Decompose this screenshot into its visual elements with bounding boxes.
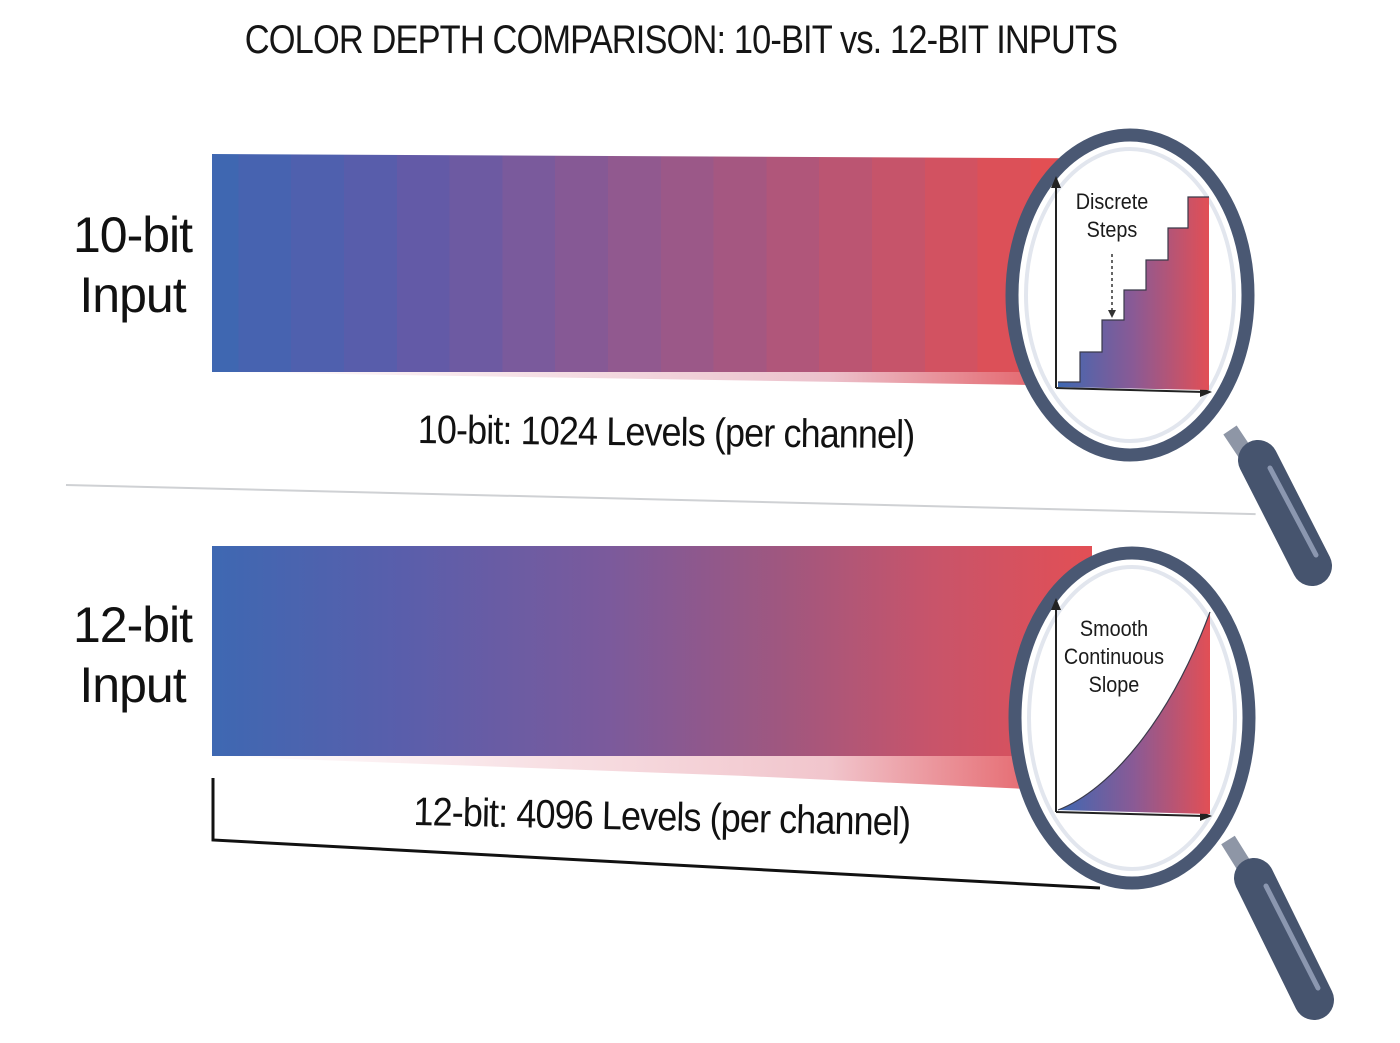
magnifier-icon-12bit: [1008, 546, 1334, 1020]
lens-label-12bit-line1: Smooth: [1079, 616, 1149, 641]
lens-label-12bit-line3: Slope: [1088, 672, 1140, 697]
lens-label-10bit-line1: Discrete: [1075, 189, 1149, 214]
row-label-10bit: 10-bit Input: [40, 205, 225, 325]
lens-label-12bit-line2: Continuous: [1063, 644, 1165, 669]
row-label-12bit: 12-bit Input: [40, 595, 225, 715]
row-label-12bit-line2: Input: [79, 657, 186, 713]
lens-label-10bit-line2: Steps: [1086, 217, 1138, 242]
row-label-12bit-line1: 12-bit: [72, 597, 193, 653]
magnifier-icon-10bit: [1005, 128, 1332, 586]
lens-label-smooth-slope: Smooth Continuous Slope: [1060, 615, 1168, 699]
page-title: COLOR DEPTH COMPARISON: 10-BIT vs. 12-BI…: [244, 18, 1118, 62]
row-label-10bit-line2: Input: [79, 267, 186, 323]
gradient-bar-12bit: [212, 546, 1092, 756]
lens-label-discrete-steps: Discrete Steps: [1067, 188, 1157, 244]
row-label-10bit-line1: 10-bit: [72, 207, 193, 263]
gradient-bar-10bit: [212, 154, 1092, 372]
